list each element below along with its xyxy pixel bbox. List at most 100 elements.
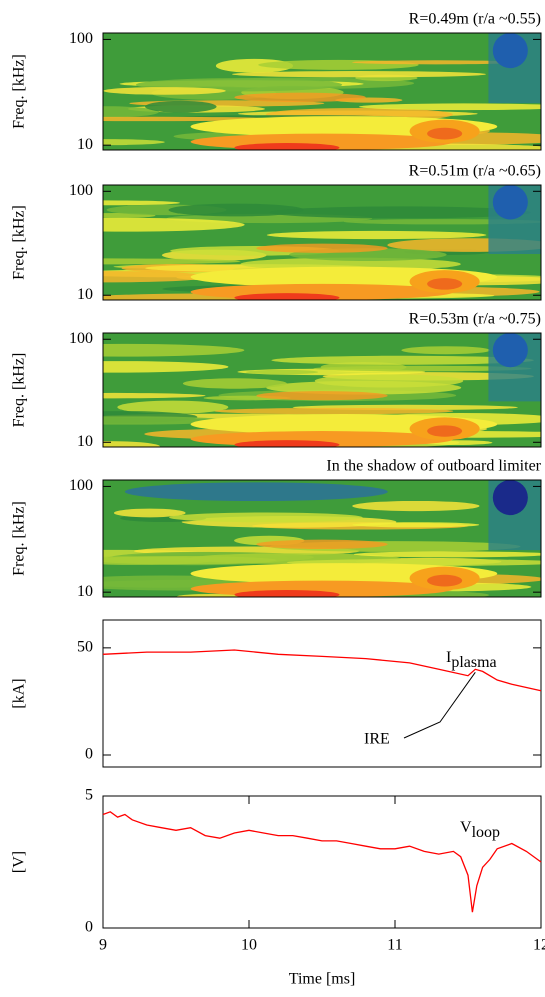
spectrogram-streak: [113, 508, 186, 518]
y-axis-label: Freq. [kHz]: [11, 501, 28, 576]
y-tick-label: 0: [85, 919, 93, 936]
y-tick-label: 10: [77, 433, 93, 450]
spectrogram-streak: [103, 106, 160, 118]
spectrogram-streak: [246, 369, 319, 375]
spectrogram-streak: [256, 539, 388, 550]
spectrogram: [103, 480, 541, 597]
spectrogram-streak: [353, 551, 541, 558]
plot-frame: [102, 479, 542, 598]
series-label-sub: plasma: [451, 654, 496, 671]
spectrogram-streak: [234, 589, 340, 597]
spectrogram-streak: [103, 392, 206, 399]
spectrogram-streak: [352, 500, 480, 512]
x-tick-label: 11: [387, 937, 402, 954]
spectrogram-streak: [427, 127, 463, 140]
spectrogram-streak: [269, 206, 531, 219]
series-label-main: I: [446, 649, 451, 666]
spectrogram-streak: [103, 343, 245, 357]
spectrogram-streak: [103, 217, 245, 232]
plot-frame: [102, 184, 542, 301]
spectrogram-streak: [103, 87, 226, 95]
spectrogram-streak: [256, 243, 388, 253]
panel-title: In the shadow of outboard limiter: [326, 458, 541, 475]
panel: R=0.51m (r/a ~0.65) 10 100 Freq. [kHz]: [11, 163, 542, 303]
plot-frame: [102, 795, 542, 929]
panel: 0 50 [kA] Iplasma IRE: [11, 619, 542, 768]
spectrogram-streak: [314, 374, 464, 388]
y-tick-label: 10: [77, 136, 93, 153]
spectrogram-streak: [401, 346, 491, 355]
y-tick-label: 5: [85, 787, 93, 804]
spectrogram-streak: [103, 556, 277, 565]
spectrogram-quiet: [492, 185, 528, 220]
spectrogram-quiet: [492, 33, 528, 69]
y-tick-label: 0: [85, 746, 93, 763]
y-tick-label: 100: [69, 30, 93, 47]
spectrogram-streak: [103, 361, 229, 373]
spectrogram-streak: [427, 574, 463, 587]
plot-frame: [102, 332, 542, 448]
x-tick-label: 9: [99, 937, 107, 954]
panel-title: R=0.51m (r/a ~0.65): [409, 163, 541, 180]
spectrogram-streak: [234, 440, 340, 447]
spectrogram-streak: [231, 71, 486, 78]
spectrogram-streak: [234, 92, 366, 103]
spectrogram-streak: [214, 407, 454, 415]
panel-title: R=0.53m (r/a ~0.75): [409, 311, 541, 328]
spectrogram-streak: [358, 103, 541, 111]
panel: R=0.53m (r/a ~0.75) 10 100 Freq. [kHz]: [11, 311, 542, 450]
annotation: IRE: [364, 731, 390, 748]
series-label-sub: loop: [472, 824, 500, 841]
panel: In the shadow of outboard limiter 10 100 Fr…: [11, 458, 542, 600]
spectrogram-streak: [103, 258, 241, 265]
spectrogram-streak: [103, 441, 160, 447]
spectrogram-streak: [313, 365, 532, 372]
y-tick-label: 100: [69, 330, 93, 347]
spectrogram-streak: [168, 512, 363, 523]
spectrogram-streak: [168, 203, 304, 217]
x-tick-label: 10: [241, 937, 257, 954]
spectrogram-streak: [117, 400, 229, 414]
line-series: [102, 811, 542, 913]
spectrogram-streak: [103, 200, 181, 206]
annotation-arrow: [403, 672, 476, 739]
spectrogram: [103, 33, 541, 150]
y-axis-label: Freq. [kHz]: [11, 353, 28, 428]
spectrogram-quiet: [124, 482, 388, 502]
spectrogram-streak: [271, 355, 534, 365]
spectrogram-streak: [145, 100, 217, 113]
spectrogram: [103, 333, 541, 447]
x-tick-label: 12: [533, 937, 545, 954]
spectrogram-streak: [352, 522, 480, 528]
spectrogram-quiet: [492, 333, 528, 368]
spectrogram-streak: [182, 378, 287, 389]
spectrogram-streak: [177, 593, 246, 597]
spectrogram-streak: [427, 278, 463, 290]
y-tick-label: 50: [77, 639, 93, 656]
y-axis-label: [kA]: [11, 678, 28, 708]
y-tick-label: 100: [69, 182, 93, 199]
y-axis-label: Freq. [kHz]: [11, 205, 28, 280]
series-label: Iplasma: [446, 649, 497, 671]
y-tick-label: 10: [77, 583, 93, 600]
line-series: [102, 649, 542, 692]
spectrogram-streak: [234, 293, 340, 300]
spectrogram-quiet: [492, 480, 528, 516]
y-tick-label: 10: [77, 286, 93, 303]
x-axis-label: Time [ms]: [289, 971, 356, 988]
spectrogram-streak: [427, 425, 463, 437]
spectrogram-streak: [103, 271, 209, 283]
panel: R=0.49m (r/a ~0.55) 10 100 Freq. [kHz]: [11, 11, 542, 153]
plot-frame: [102, 32, 542, 151]
spectrogram: [103, 185, 541, 300]
spectrogram-streak: [266, 230, 487, 240]
series-label-main: V: [460, 819, 472, 836]
spectrogram-streak: [256, 391, 388, 401]
spectrogram-streak: [352, 60, 520, 65]
panel-title: R=0.49m (r/a ~0.55): [409, 11, 541, 28]
y-axis-label: Freq. [kHz]: [11, 54, 28, 129]
spectrogram-streak: [103, 139, 165, 146]
panel: 0 5 [V] Vloop 9 10 11 12 Time [ms]: [11, 787, 545, 988]
plot-frame: [102, 619, 542, 768]
